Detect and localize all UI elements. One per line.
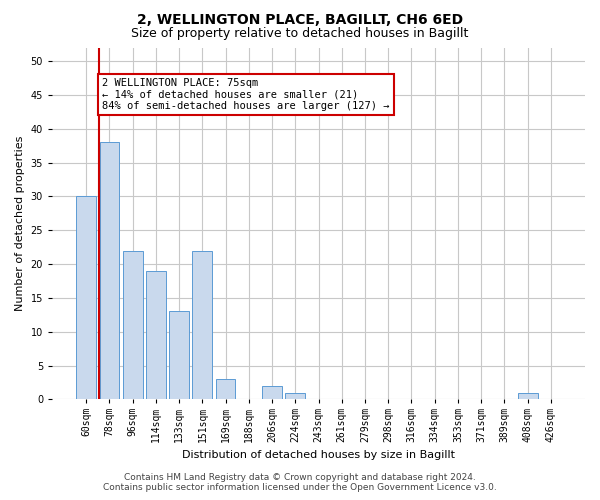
- Text: 2, WELLINGTON PLACE, BAGILLT, CH6 6ED: 2, WELLINGTON PLACE, BAGILLT, CH6 6ED: [137, 12, 463, 26]
- Text: Size of property relative to detached houses in Bagillt: Size of property relative to detached ho…: [131, 28, 469, 40]
- Bar: [216, 379, 235, 400]
- Text: Contains HM Land Registry data © Crown copyright and database right 2024.
Contai: Contains HM Land Registry data © Crown c…: [103, 473, 497, 492]
- Bar: [518, 392, 538, 400]
- Bar: [169, 312, 189, 400]
- Bar: [76, 196, 96, 400]
- Bar: [262, 386, 282, 400]
- Bar: [100, 142, 119, 400]
- Bar: [123, 250, 143, 400]
- Bar: [193, 250, 212, 400]
- Bar: [286, 392, 305, 400]
- Text: 2 WELLINGTON PLACE: 75sqm
← 14% of detached houses are smaller (21)
84% of semi-: 2 WELLINGTON PLACE: 75sqm ← 14% of detac…: [103, 78, 390, 111]
- Y-axis label: Number of detached properties: Number of detached properties: [15, 136, 25, 311]
- X-axis label: Distribution of detached houses by size in Bagillt: Distribution of detached houses by size …: [182, 450, 455, 460]
- Bar: [146, 271, 166, 400]
